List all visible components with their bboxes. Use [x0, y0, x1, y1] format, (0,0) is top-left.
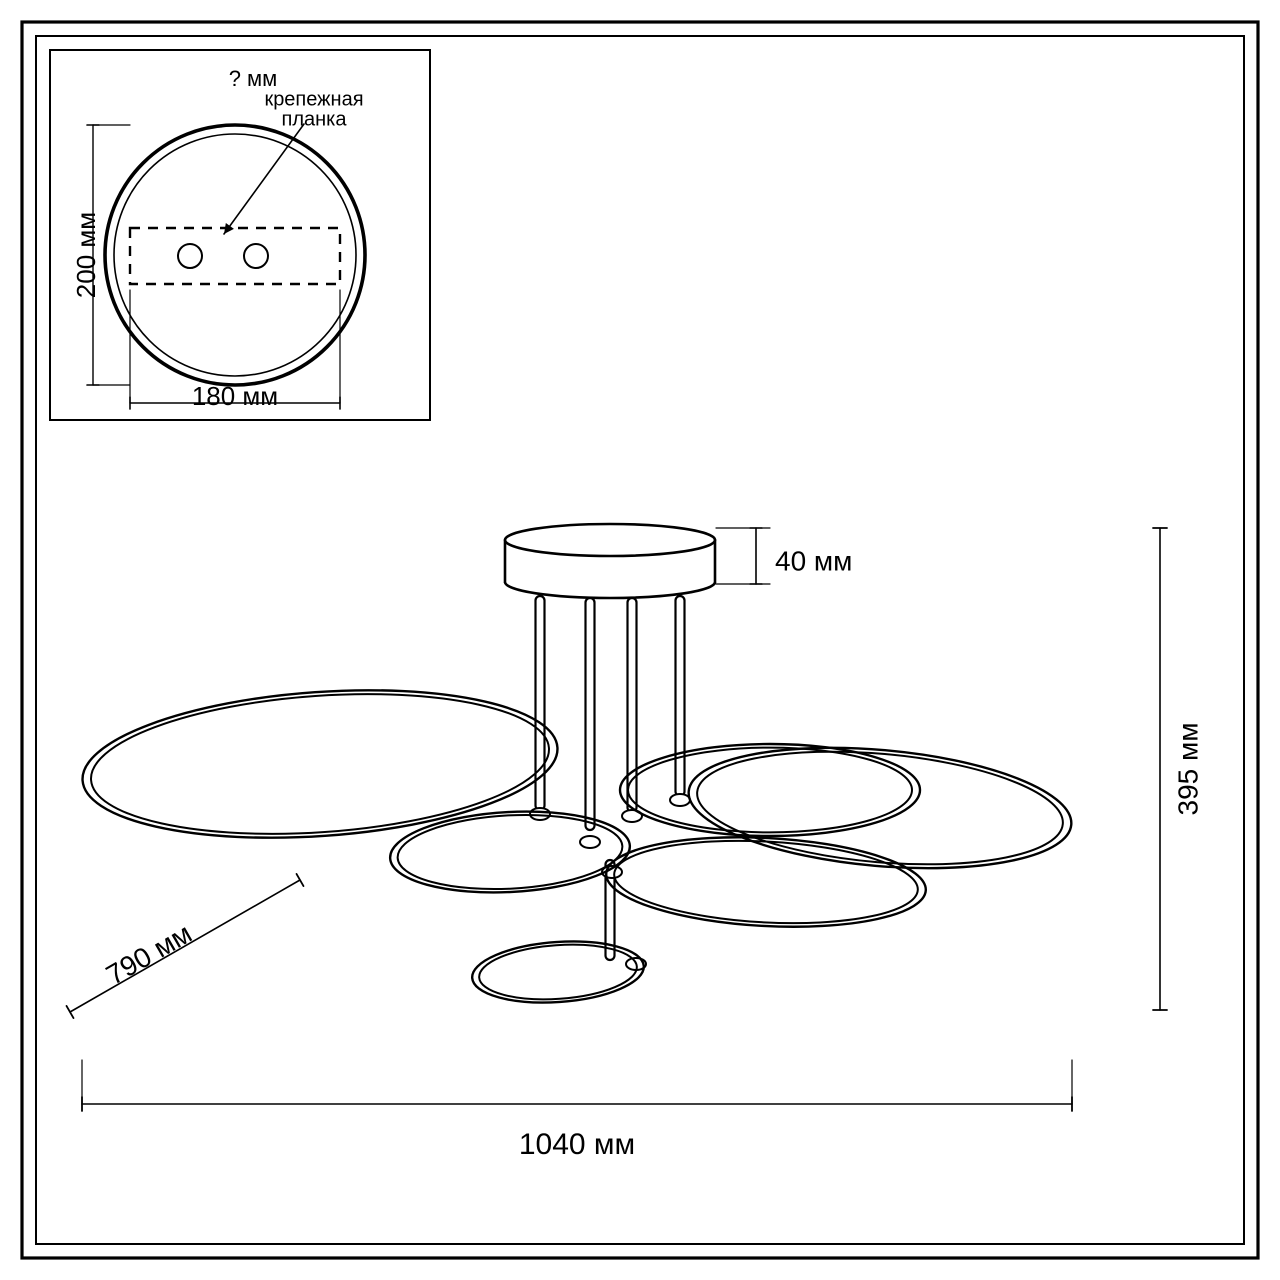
- svg-text:планка: планка: [282, 108, 348, 130]
- technical-drawing: ? ммкрепежнаяпланка 180 мм 200 мм 40 мм 395 …: [0, 0, 1280, 1280]
- svg-text:40 мм: 40 мм: [775, 545, 852, 576]
- svg-text:200 мм: 200 мм: [71, 212, 101, 298]
- svg-text:1040 мм: 1040 мм: [519, 1128, 635, 1161]
- fixture-drawing: 40 мм 395 мм 790 мм 1040 мм: [67, 524, 1204, 1161]
- svg-text:180 мм: 180 мм: [192, 381, 278, 411]
- svg-text:790 мм: 790 мм: [101, 917, 197, 990]
- svg-text:? мм: ? мм: [229, 66, 278, 91]
- inset-diagram: ? ммкрепежнаяпланка 180 мм 200 мм: [50, 50, 430, 420]
- svg-text:крепежная: крепежная: [264, 88, 363, 110]
- svg-text:395 мм: 395 мм: [1172, 723, 1203, 816]
